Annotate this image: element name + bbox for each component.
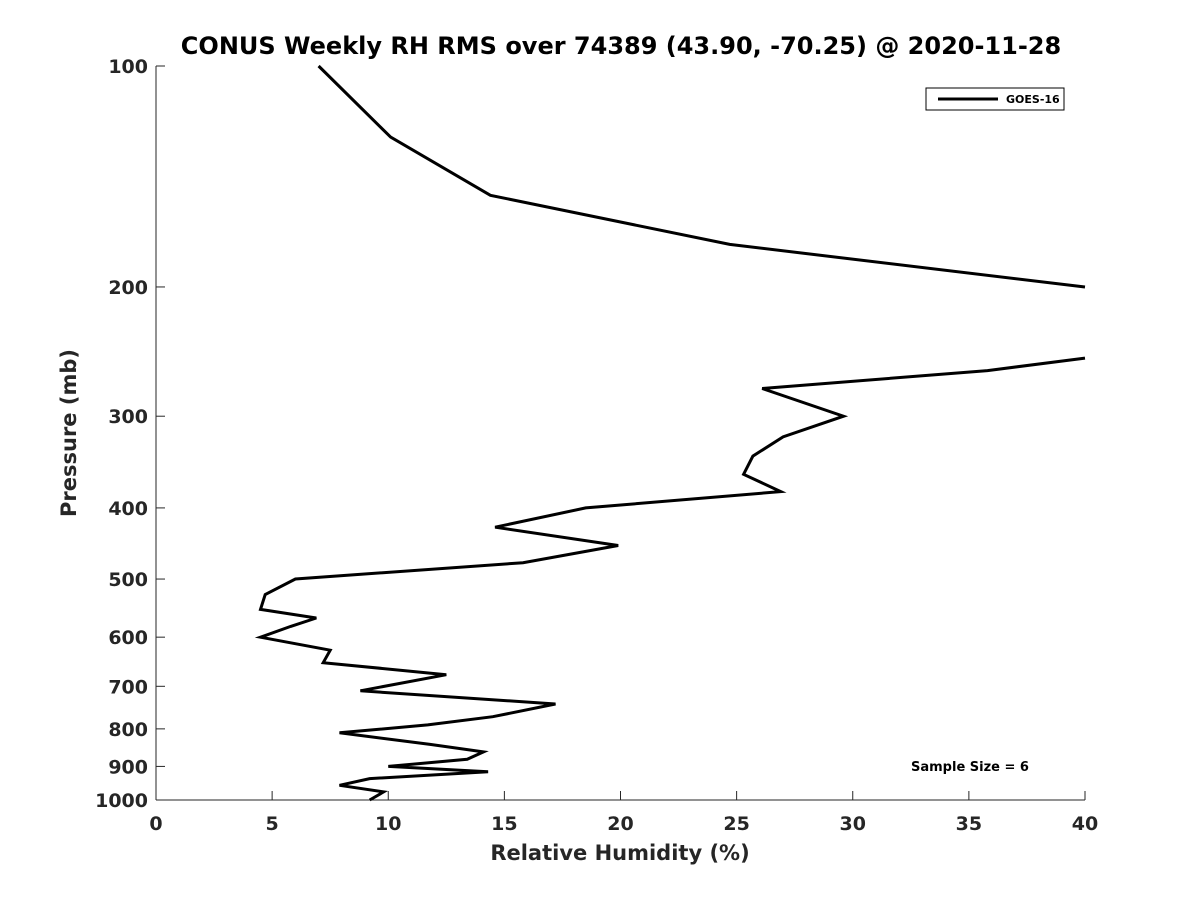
series-line-goes16-segment-2	[254, 356, 1086, 802]
x-tick-label: 30	[840, 813, 866, 835]
x-tick-label: 35	[956, 813, 982, 835]
series-line-goes16-segment-1	[317, 64, 1086, 289]
y-tick-label: 300	[108, 406, 148, 428]
y-tick-label: 500	[108, 569, 148, 591]
y-tick-label: 100	[108, 56, 148, 78]
y-tick-label: 200	[108, 277, 148, 299]
x-tick-label: 15	[491, 813, 517, 835]
x-tick-label: 25	[723, 813, 749, 835]
y-tick-label: 400	[108, 498, 148, 520]
x-tick-label: 20	[607, 813, 633, 835]
chart-title: CONUS Weekly RH RMS over 74389 (43.90, -…	[181, 32, 1061, 60]
sample-size-annotation: Sample Size = 6	[911, 760, 1029, 775]
x-tick-label: 0	[149, 813, 162, 835]
legend: GOES-16	[925, 87, 1065, 111]
y-tick-label: 600	[108, 627, 148, 649]
y-tick-label: 1000	[95, 790, 148, 812]
x-tick-label: 5	[266, 813, 279, 835]
y-tick-label: 900	[108, 756, 148, 778]
axes: 0 5 10 15 20 25 30 35 40 100 200 300 400 500 600 700 800…	[95, 56, 1098, 835]
y-tick-label: 700	[108, 676, 148, 698]
plot-area	[156, 66, 1085, 800]
plot-lines	[254, 64, 1086, 802]
x-axis-label: Relative Humidity (%)	[490, 841, 749, 865]
x-tick-label: 40	[1072, 813, 1098, 835]
y-axis-label: Pressure (mb)	[57, 349, 81, 517]
y-tick-label: 800	[108, 719, 148, 741]
x-tick-label: 10	[375, 813, 401, 835]
legend-label-goes16: GOES-16	[1006, 93, 1060, 106]
